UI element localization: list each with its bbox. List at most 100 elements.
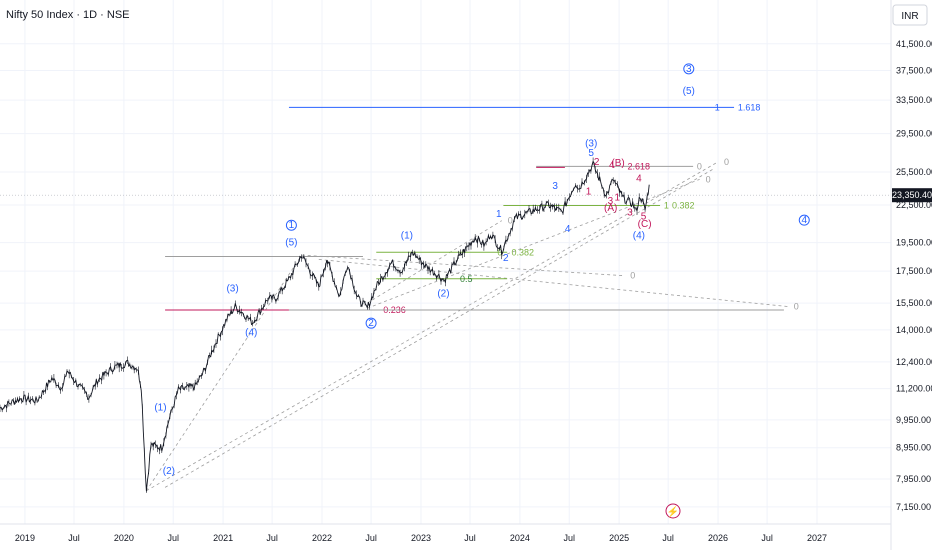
x-tick-label: 2022 <box>312 533 332 543</box>
wave-label: (4) <box>245 328 257 339</box>
chart-title: Nifty 50 Index · 1D · NSE <box>6 9 130 21</box>
y-tick-label: 19,500.00 <box>896 238 932 248</box>
wave-label: 5 <box>641 211 647 222</box>
y-tick-label: 11,200.00 <box>896 384 932 394</box>
wave-label: (2) <box>163 466 175 477</box>
wave-label: 3 <box>552 181 558 192</box>
y-tick-label: 7,150.00 <box>896 502 931 512</box>
fib-0382-top-line-tick: 1 <box>664 201 669 211</box>
wave-label: 1 <box>496 209 502 220</box>
time-axis[interactable]: 2019 Jul 2020 Jul 2021 Jul 2022 Jul 2023 Jul 2024 J… <box>15 533 827 543</box>
wave-label: 3 <box>608 196 614 207</box>
x-tick-label: Jul <box>563 533 575 543</box>
channel-mid <box>146 254 303 492</box>
x-tick-label: 2026 <box>708 533 728 543</box>
wave-label: 4 <box>636 173 642 184</box>
y-tick-label: 33,500.00 <box>896 95 932 105</box>
wave-label-circle <box>365 317 377 329</box>
wave2-fan-b <box>318 258 788 307</box>
wave-label: (3) <box>226 283 238 294</box>
x-tick-label: 2021 <box>213 533 233 543</box>
x-tick-label: 2024 <box>510 533 530 543</box>
y-tick-label: 14,000.00 <box>896 325 932 335</box>
fib-2618-line-label: 2.618 <box>628 161 651 171</box>
wave2-fan-b-label: 0 <box>794 302 799 312</box>
wave-label: (4) <box>633 231 645 242</box>
channel-low <box>164 168 714 488</box>
y-tick-label: 17,500.00 <box>896 266 932 276</box>
x-tick-label: Jul <box>266 533 278 543</box>
candle-wicks <box>0 157 648 493</box>
lightning-icon[interactable]: ⚡ <box>665 503 681 519</box>
wave-label-circle <box>683 63 695 75</box>
price-badge: 23,350.40 <box>892 188 932 203</box>
channel-top <box>146 161 719 492</box>
wave-label: 2 <box>594 157 600 168</box>
fib-0382-top-line-label: 0.382 <box>672 201 695 211</box>
fib-05-line-label: 0.5 <box>460 274 473 284</box>
fib-0382-mid-line-label: 0.382 <box>512 247 535 257</box>
x-tick-label: 2019 <box>15 533 35 543</box>
y-tick-label: 15,500.00 <box>896 298 932 308</box>
wave-label: 3 <box>686 64 692 75</box>
y-tick-label: 22,500.00 <box>896 200 932 210</box>
wave-label: (C) <box>638 219 652 230</box>
wave-label: (1) <box>154 403 166 414</box>
y-tick-label: 37,500.00 <box>896 65 932 75</box>
wave-label-layer: 1(5)(3)(4)(1)(2)2(1)(2)1234(3)5(4)(5)342… <box>154 63 810 477</box>
y-tick-label: 29,500.00 <box>896 129 932 139</box>
x-tick-label: Jul <box>662 533 674 543</box>
wave-label: 2 <box>503 253 509 264</box>
wave-label-circle <box>285 219 297 231</box>
fib-1618-line-tick: 1 <box>715 102 720 112</box>
wave-label: (B) <box>611 158 624 169</box>
x-tick-label: Jul <box>464 533 476 543</box>
y-tick-label: 25,500.00 <box>896 167 932 177</box>
current-price-label: 23,350.40 <box>892 190 932 200</box>
wave-label: 5 <box>588 148 594 159</box>
y-tick-label: 41,500.00 <box>896 39 932 49</box>
wave-label: (5) <box>285 237 297 248</box>
wave-2-channel-label: 0 <box>508 216 513 226</box>
y-tick-label: 8,950.00 <box>896 443 931 453</box>
wave-label: (A) <box>604 203 617 214</box>
svg-text:⚡: ⚡ <box>667 505 679 518</box>
y-tick-label: 7,950.00 <box>896 474 931 484</box>
currency-label: INR <box>901 11 918 22</box>
wave-2-channel <box>367 220 502 304</box>
grid-layer <box>0 0 891 524</box>
wave-label-circle <box>798 214 810 226</box>
y-tick-label: 12,400.00 <box>896 357 932 367</box>
wave2-fan-a-label: 0 <box>630 271 635 281</box>
fib-2618-line-tick: 0 <box>697 161 702 171</box>
x-tick-label: 2027 <box>807 533 827 543</box>
x-tick-label: Jul <box>68 533 80 543</box>
y-tick-label: 9,950.00 <box>896 415 931 425</box>
wave-label: 2 <box>368 318 374 329</box>
wave-label: 4 <box>609 160 615 171</box>
x-tick-label: 2020 <box>114 533 134 543</box>
x-tick-label: 2023 <box>411 533 431 543</box>
wave-label: (5) <box>683 86 695 97</box>
wave-label: 1 <box>289 220 295 231</box>
wave-label: 4 <box>801 215 807 226</box>
x-tick-label: Jul <box>761 533 773 543</box>
x-tick-label: 2025 <box>609 533 629 543</box>
current-price-badge <box>892 188 932 203</box>
x-tick-label: Jul <box>167 533 179 543</box>
wave-label: 1 <box>614 192 620 203</box>
currency-button[interactable] <box>892 4 928 26</box>
price-layer <box>0 157 650 493</box>
wave-label: 3 <box>627 208 633 219</box>
price-axis[interactable]: 41,500.00 37,500.00 33,500.00 29,500.00 25,5… <box>896 39 932 512</box>
channel-top-label: 0 <box>724 157 729 167</box>
wave-label: 4 <box>565 224 571 235</box>
wave-label: (1) <box>401 231 413 242</box>
wave-1-channel-label: 0 <box>706 174 711 184</box>
x-tick-label: Jul <box>365 533 377 543</box>
wave-label: 1 <box>586 187 592 198</box>
